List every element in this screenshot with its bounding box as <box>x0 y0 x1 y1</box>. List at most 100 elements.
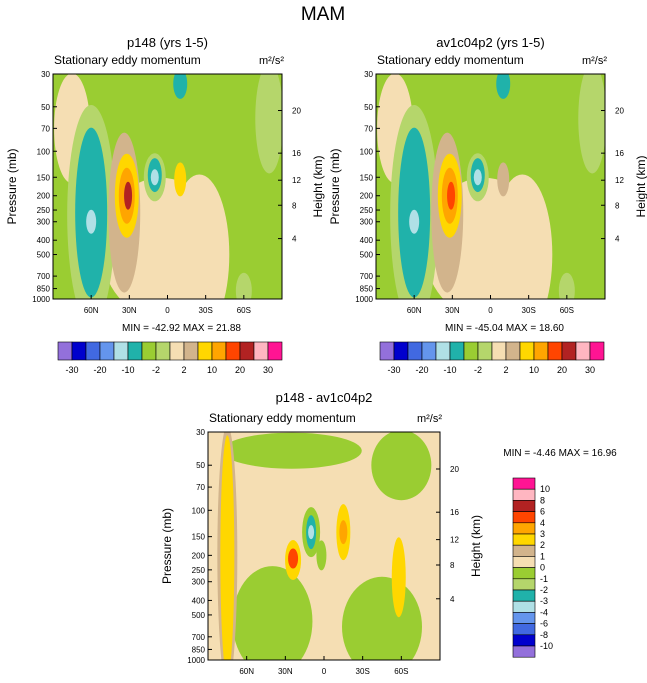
y-tick-label: 200 <box>360 192 374 201</box>
panel-difference: p148 - av1c04p2 Stationary eddy momentum m… <box>160 390 617 676</box>
y-tick-label: 850 <box>192 645 206 654</box>
colorbar-label: 2 <box>503 365 508 375</box>
teal-region <box>496 74 511 99</box>
y2-axis-label: Height (km) <box>311 155 325 217</box>
colorbar-swatch <box>57 341 73 361</box>
colorbar-label: -10 <box>443 365 456 375</box>
colorbar-swatch <box>211 341 227 361</box>
y2-axis-label: Height (km) <box>469 515 483 577</box>
y-tick-label: 50 <box>196 461 205 470</box>
y2-tick-label: 12 <box>450 536 459 545</box>
y2-axis-label: Height (km) <box>634 155 647 217</box>
x-tick-label: 60N <box>239 667 254 676</box>
colorbar-swatch <box>99 341 115 361</box>
y-tick-label: 400 <box>360 236 374 245</box>
colorbar-av1c04p2: -30 -20 -10 -2 2 10 20 30 <box>379 341 605 375</box>
y-tick-label: 200 <box>37 192 51 201</box>
units-label: m²/s² <box>259 55 284 67</box>
x-tick-label: 30S <box>199 306 213 315</box>
colorbar-label: 4 <box>540 518 545 528</box>
green-region <box>221 432 362 469</box>
panel-title: p148 (yrs 1-5) <box>127 35 208 50</box>
y-tick-label: 1000 <box>187 656 205 665</box>
y-tick-label: 250 <box>360 206 374 215</box>
green-region <box>371 432 432 501</box>
colorbar-label: -30 <box>387 365 400 375</box>
colorbar-label: -30 <box>65 365 78 375</box>
y-tick-label: 400 <box>37 236 51 245</box>
y-tick-label: 200 <box>192 551 206 560</box>
colorbar-swatch <box>449 341 465 361</box>
pale-blue-region <box>308 525 315 540</box>
x-tick-label: 30S <box>356 667 370 676</box>
yellow-region <box>174 162 187 197</box>
y-tick-label: 30 <box>41 70 50 79</box>
min-max-stats: MIN = -4.46 MAX = 16.96 <box>503 448 617 459</box>
y2-tick-label: 4 <box>615 235 620 244</box>
y2-tick-label: 8 <box>615 201 620 210</box>
colorbar-label: -2 <box>540 585 548 595</box>
red-region <box>288 548 299 569</box>
x-tick-label: 30N <box>122 306 137 315</box>
y-tick-label: 700 <box>37 272 51 281</box>
tan-region <box>492 174 553 299</box>
colorbar-label: 10 <box>529 365 539 375</box>
x-tick-label: 60S <box>560 306 574 315</box>
green-region <box>232 566 313 660</box>
pale-blue-region <box>150 169 159 186</box>
colorbar-swatch <box>491 341 507 361</box>
max-region <box>447 181 456 210</box>
y-tick-label: 300 <box>192 578 206 587</box>
x-tick-label: 60N <box>407 306 422 315</box>
light-green-region <box>578 74 605 174</box>
y2-tick-label: 8 <box>292 201 297 210</box>
colorbar-swatch <box>463 341 479 361</box>
pale-blue-region <box>409 209 420 234</box>
colorbar-label: -10 <box>540 641 553 651</box>
colorbar-swatch <box>512 522 536 535</box>
colorbar-swatch <box>512 556 536 568</box>
y-tick-label: 1000 <box>32 295 50 304</box>
colorbar-label: 30 <box>263 365 273 375</box>
colorbar-swatch <box>512 634 536 647</box>
green-region <box>342 576 422 660</box>
colorbar-label: -2 <box>152 365 160 375</box>
colorbar-swatch <box>512 600 536 613</box>
colorbar-swatch <box>512 488 536 501</box>
panel-title: p148 - av1c04p2 <box>276 390 373 405</box>
y2-tick-label: 12 <box>292 176 301 185</box>
colorbar-swatch <box>519 341 535 361</box>
y2-tick-label: 20 <box>615 107 624 116</box>
colorbar-label: 6 <box>540 507 545 517</box>
colorbar-swatch <box>512 477 536 490</box>
colorbar-swatch <box>393 341 409 361</box>
colorbar-swatch <box>197 341 213 361</box>
colorbar-label: -2 <box>474 365 482 375</box>
colorbar-swatch <box>239 341 255 361</box>
light-green-region <box>558 272 575 299</box>
colorbar-label: -4 <box>540 607 548 617</box>
y-tick-label: 70 <box>41 124 50 133</box>
page-title: MAM <box>301 4 345 25</box>
panel-p148: p148 (yrs 1-5) Stationary eddy momentum m²… <box>5 35 325 334</box>
colorbar-swatch <box>512 645 536 658</box>
colorbar-label: -20 <box>415 365 428 375</box>
y-tick-label: 850 <box>37 285 51 294</box>
light-green-region <box>235 272 252 299</box>
colorbar-label: 2 <box>540 540 545 550</box>
orange-region <box>339 520 348 545</box>
colorbar-swatch <box>589 341 605 361</box>
min-max-stats: MIN = -42.92 MAX = 21.88 <box>122 323 241 334</box>
colorbar-swatch <box>575 341 591 361</box>
colorbar-swatch <box>477 341 493 361</box>
colorbar-swatch <box>407 341 423 361</box>
colorbar-swatch <box>155 341 171 361</box>
colorbar-label: 8 <box>540 495 545 505</box>
colorbar-swatch <box>512 612 536 624</box>
teal-region <box>173 74 188 99</box>
y-tick-label: 700 <box>360 272 374 281</box>
colorbar-label: -8 <box>540 630 548 640</box>
x-tick-label: 30N <box>445 306 460 315</box>
